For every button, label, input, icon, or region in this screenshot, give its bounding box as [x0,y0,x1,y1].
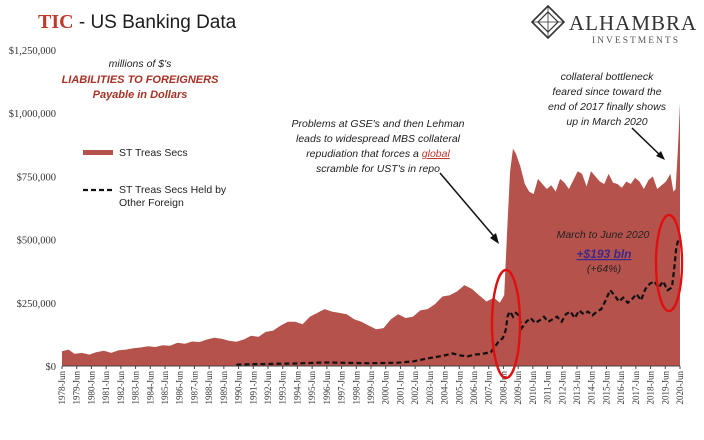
crisis-annotation: Problems at GSE's and then Lehman leads … [291,118,499,244]
x-tick-label: 2006-Jun [469,371,479,405]
x-tick-label: 2013-Jun [572,371,582,405]
x-tick-label: 1989-Jun [219,371,229,405]
x-tick-label: 1984-Jun [145,371,155,405]
legend-swatch-area [83,150,113,155]
x-tick-label: 2005-Jun [454,371,464,405]
change-annotation: March to June 2020 +$193 bln (+64%) [557,229,650,275]
crisis-line-1: Problems at GSE's and then Lehman [291,118,464,130]
x-tick-label: 1985-Jun [160,371,170,405]
plot-area [62,103,681,366]
x-tick-label: 1982-Jun [116,371,126,405]
x-tick-label: 2008-Jun [498,371,508,405]
subtitle-line-2: LIABILITIES TO FOREIGNERS [62,74,220,86]
subtitle-line-3: Payable in Dollars [93,89,188,101]
legend: ST Treas Secs ST Treas Secs Held by Othe… [83,147,229,209]
x-tick-label: 1992-Jun [263,371,273,405]
x-tick-label: 2001-Jun [395,371,405,405]
x-tick-label: 2020-Jun [675,371,685,405]
x-tick-label: 2016-Jun [616,371,626,405]
crisis-line-4: scramble for UST's in repo [316,163,440,175]
x-tick-label: 1999-Jun [366,371,376,405]
x-tick-label: 2000-Jun [381,371,391,405]
logo-name: ALHAMBRA [569,11,697,35]
covid-line-4: up in March 2020 [566,116,647,128]
x-tick-label: 2011-Jun [543,371,553,405]
y-tick-label: $1,250,000 [9,46,56,57]
x-tick-label: 1998-Jun [351,371,361,405]
y-tick-label: $250,000 [17,299,56,310]
x-axis: 1978-Jun 1979-Jun 1980-Jun 1981-Jun 1982-Jun… [57,366,685,405]
x-tick-label: 2009-Jun [513,371,523,405]
highlight-circle-2008 [490,268,522,380]
x-tick-label: 1980-Jun [86,371,96,405]
title-rest: - US Banking Data [74,12,237,33]
x-tick-label: 1993-Jun [278,371,288,405]
x-tick-label: 2017-Jun [631,371,641,405]
crisis-line-3-text: repudiation that forces a [306,148,422,160]
change-pct: (+64%) [587,263,621,275]
diamond-emblem-icon [530,4,566,40]
logo-sub: INVESTMENTS [592,36,680,46]
legend-label-dashed: ST Treas Secs Held by Other Foreign [119,184,229,209]
covid-line-1: collateral bottleneck [561,71,655,83]
x-tick-label: 1991-Jun [248,371,258,405]
x-tick-label: 2010-Jun [528,371,538,405]
legend-label-dashed-line-1: ST Treas Secs Held by [119,184,227,196]
x-tick-label: 2007-Jun [484,371,494,405]
series-area-st-treas-secs [62,103,680,366]
change-value: +$193 bln [576,247,631,261]
alhambra-logo: ALHAMBRA INVESTMENTS [530,4,697,46]
x-tick-label: 1978-Jun [57,371,67,405]
x-tick-label: 1979-Jun [72,371,82,405]
y-axis: $0 $250,000 $500,000 $750,000 $1,000,000 $1,2… [9,46,56,373]
covid-arrow [631,127,662,157]
x-tick-label: 1983-Jun [131,371,141,405]
crisis-arrowhead-icon [490,233,499,244]
chart-title: TIC - US Banking Data [38,11,237,33]
crisis-line-2: leads to widespread MBS collateral [296,133,461,145]
x-tick-label: 2019-Jun [660,371,670,405]
x-tick-label: 1994-Jun [292,371,302,405]
x-tick-label: 1990-Jun [234,371,244,405]
x-tick-label: 1995-Jun [307,371,317,405]
covid-line-3: end of 2017 finally shows [548,101,667,113]
covid-annotation: collateral bottleneck feared since towar… [548,71,667,160]
legend-label-area: ST Treas Secs [119,147,188,159]
chart-subtitle: millions of $'s LIABILITIES TO FOREIGNER… [62,58,220,101]
x-tick-label: 1981-Jun [101,371,111,405]
x-tick-label: 2004-Jun [440,371,450,405]
title-prefix: TIC [38,11,74,33]
x-tick-label: 2018-Jun [646,371,656,405]
crisis-arrow [439,172,498,241]
subtitle-line-1: millions of $'s [109,58,172,70]
y-tick-label: $500,000 [17,236,56,247]
x-tick-label: 2002-Jun [410,371,420,405]
crisis-line-3: repudiation that forces a global [306,148,450,160]
x-tick-label: 2014-Jun [587,371,597,405]
x-tick-label: 1988-Jun [204,371,214,405]
crisis-global-word: global [422,148,451,160]
x-tick-label: 2012-Jun [557,371,567,405]
covid-line-2: feared since toward the [552,86,661,98]
x-tick-label: 2015-Jun [601,371,611,405]
x-tick-label: 2003-Jun [425,371,435,405]
x-tick-label: 1987-Jun [189,371,199,405]
y-tick-label: $1,000,000 [9,109,56,120]
x-tick-label: 1996-Jun [322,371,332,405]
y-tick-label: $750,000 [17,172,56,183]
legend-label-dashed-line-2: Other Foreign [119,197,184,209]
change-title: March to June 2020 [557,229,650,241]
highlight-circle-2020 [654,213,684,313]
series-line-held-by-other-foreign [236,237,681,366]
x-tick-label: 1997-Jun [337,371,347,405]
x-tick-label: 1986-Jun [175,371,185,405]
y-tick-label: $0 [46,362,57,373]
covid-arrowhead-icon [656,151,665,160]
